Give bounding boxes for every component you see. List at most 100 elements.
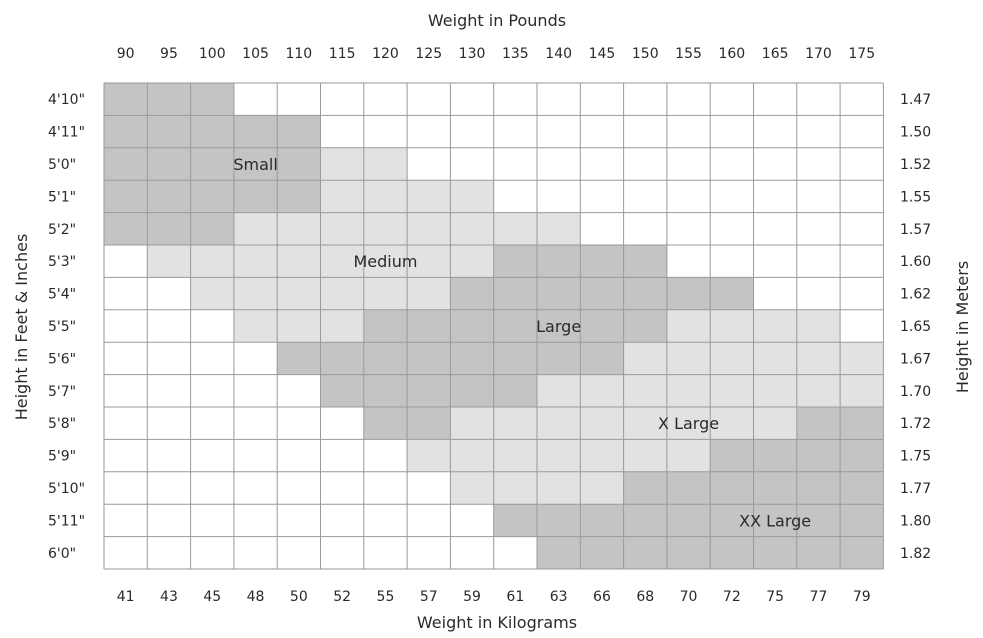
y-tick-feet-inches: 5'2" [48, 222, 76, 238]
grid-cell [104, 504, 148, 537]
grid-cell [710, 115, 754, 148]
grid-cell [233, 374, 278, 407]
y-tick-meters: 1.75 [900, 449, 931, 465]
grid-cell [493, 374, 537, 407]
grid-cell [277, 504, 321, 537]
grid-cell [277, 83, 321, 116]
grid-cell [233, 115, 278, 148]
grid-cell [147, 439, 191, 472]
grid-cell [277, 115, 321, 148]
grid-cell [796, 439, 841, 472]
grid-cell [190, 147, 234, 181]
grid-cell [623, 147, 667, 181]
grid-cell [363, 439, 408, 472]
grid-cell [493, 115, 537, 148]
x-tick-kilograms: 68 [636, 589, 654, 605]
grid-cell [363, 309, 408, 343]
grid-cell [796, 83, 841, 116]
grid-cell [147, 471, 191, 505]
grid-cell [147, 245, 191, 278]
grid-cell [277, 374, 321, 407]
y-tick-meters: 1.67 [900, 351, 931, 367]
y-tick-meters: 1.52 [900, 157, 931, 173]
grid-cell [190, 407, 234, 440]
y-tick-meters: 1.62 [900, 287, 931, 303]
grid-cell [537, 439, 581, 472]
grid-cell [666, 342, 711, 375]
y-tick-meters: 1.77 [900, 481, 931, 497]
x-tick-kilograms: 70 [680, 589, 698, 605]
grid-cell [537, 374, 581, 407]
grid-cell [493, 471, 537, 505]
grid-cell [320, 374, 364, 407]
y-tick-feet-inches: 5'10" [48, 481, 85, 497]
grid-cell [623, 83, 667, 116]
grid-cell [277, 147, 321, 181]
grid-cell [710, 83, 754, 116]
grid-cell [104, 147, 148, 181]
grid-cell [407, 83, 451, 116]
grid-cell [537, 342, 581, 375]
grid-cell [407, 180, 451, 213]
grid-cell [277, 342, 321, 375]
y-tick-meters: 1.72 [900, 416, 931, 432]
x-tick-pounds: 135 [502, 46, 529, 62]
grid-cell [623, 471, 667, 505]
grid-cell [320, 147, 364, 181]
x-tick-pounds: 115 [329, 46, 356, 62]
grid-cell [450, 147, 494, 181]
grid-cell [104, 471, 148, 505]
grid-cell [710, 407, 754, 440]
grid-cell [277, 471, 321, 505]
x-tick-pounds: 120 [372, 46, 399, 62]
grid-cell [710, 504, 754, 537]
grid-cell [753, 277, 797, 310]
y-tick-meters: 1.47 [900, 92, 931, 108]
grid-cell [407, 471, 451, 505]
grid-cell [796, 115, 841, 148]
grid-cell [320, 115, 364, 148]
grid-cell [753, 471, 797, 505]
x-tick-pounds: 175 [848, 46, 875, 62]
grid-cell [666, 471, 711, 505]
grid-cell [363, 147, 408, 181]
grid-cell [407, 504, 451, 537]
y-tick-feet-inches: 5'7" [48, 384, 76, 400]
grid-cell [233, 245, 278, 278]
grid-cell [753, 342, 797, 375]
grid-cell [580, 536, 624, 569]
grid-cell [753, 504, 797, 537]
grid-cell [147, 83, 191, 116]
grid-cell [623, 309, 667, 343]
y-tick-meters: 1.55 [900, 189, 931, 205]
x-tick-pounds: 140 [545, 46, 572, 62]
x-tick-pounds: 155 [675, 46, 702, 62]
y-tick-meters: 1.60 [900, 254, 931, 270]
grid-cell [277, 309, 321, 343]
grid-cell [753, 147, 797, 181]
grid-cell [666, 180, 711, 213]
grid-cell [840, 439, 884, 472]
grid-cell [753, 309, 797, 343]
grid-cell [580, 439, 624, 472]
y-tick-feet-inches: 6'0" [48, 546, 76, 562]
grid-cell [407, 309, 451, 343]
grid-cell [623, 536, 667, 569]
grid-cell [363, 212, 408, 245]
grid-cell [363, 342, 408, 375]
grid-cell [580, 471, 624, 505]
x-tick-kilograms: 52 [333, 589, 351, 605]
grid-cell [753, 374, 797, 407]
size-zone-label: Medium [353, 252, 417, 271]
grid-cell [104, 309, 148, 343]
grid-cell [147, 374, 191, 407]
x-tick-kilograms: 50 [290, 589, 308, 605]
y-tick-meters: 1.80 [900, 513, 931, 529]
grid-cell [320, 439, 364, 472]
grid-cell [796, 180, 841, 213]
grid-cell [233, 471, 278, 505]
grid-cell [233, 83, 278, 116]
grid-cell [277, 277, 321, 310]
grid-cell [407, 212, 451, 245]
